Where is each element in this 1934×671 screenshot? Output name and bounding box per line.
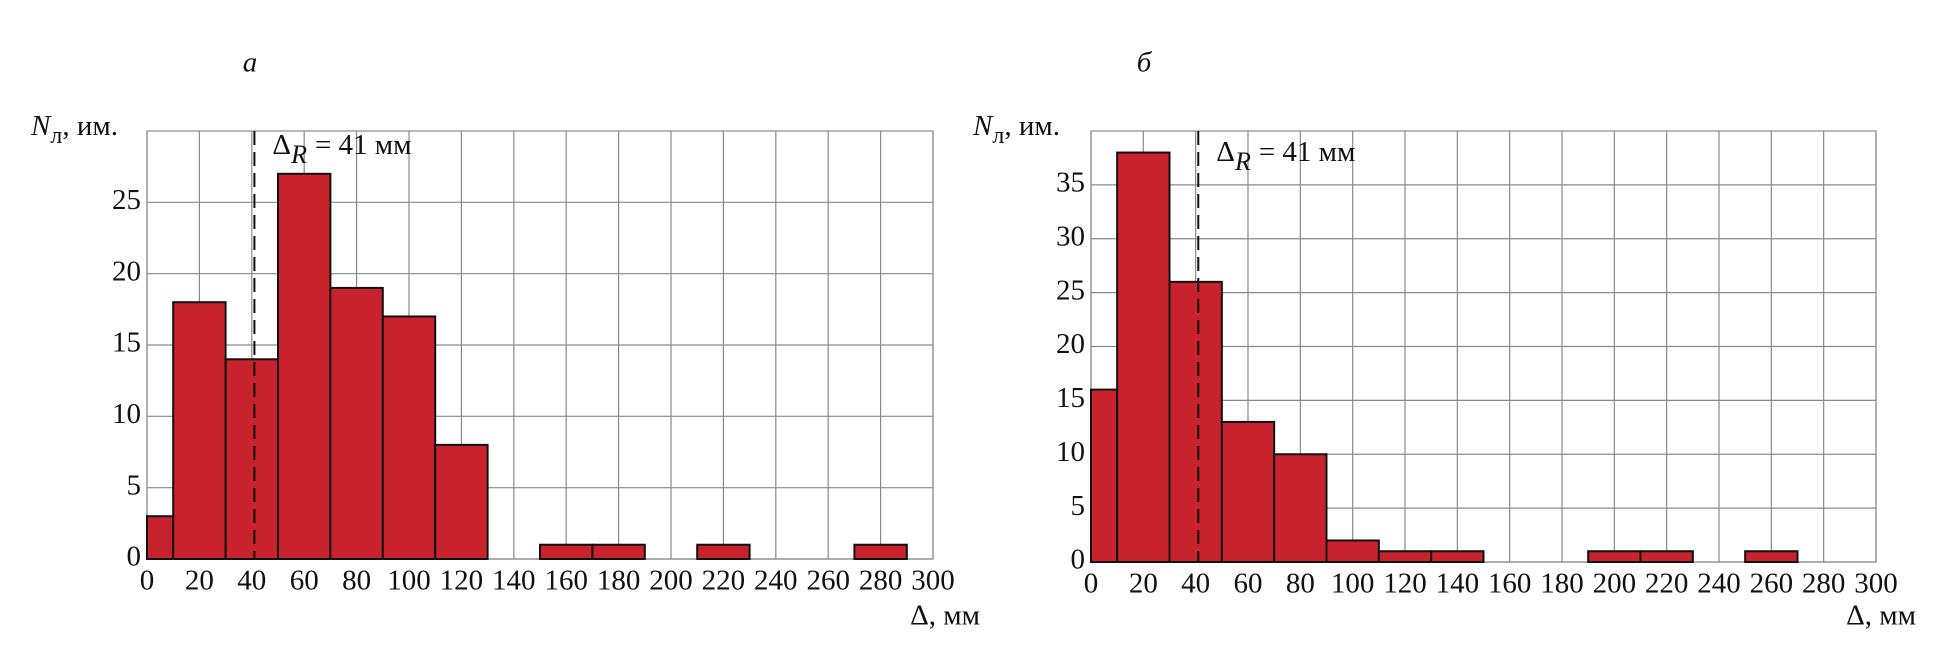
- x-tick-label: 260: [1750, 568, 1794, 600]
- x-tick-label: 40: [237, 565, 266, 597]
- y-tick-label: 5: [1071, 490, 1086, 522]
- y-tick-label: 15: [1056, 382, 1085, 414]
- y-tick-label: 25: [1056, 274, 1085, 306]
- x-tick-label: 280: [1802, 568, 1846, 600]
- annotation-text: = 41 мм: [315, 129, 412, 161]
- x-tick-label: 80: [1286, 568, 1315, 600]
- y-tick-label: 10: [112, 398, 141, 430]
- x-tick-label: 300: [1854, 568, 1898, 600]
- y-label-subscript: л: [992, 123, 1004, 149]
- x-tick-label: 120: [1383, 568, 1427, 600]
- x-tick-label: 240: [1697, 568, 1741, 600]
- x-tick-label: 180: [1540, 568, 1584, 600]
- y-tick-label: 10: [1056, 436, 1085, 468]
- y-tick-label: 0: [127, 541, 142, 573]
- x-tick-label: 240: [754, 565, 798, 597]
- y-label-symbol: N: [30, 110, 52, 142]
- x-tick-label: 80: [342, 565, 371, 597]
- annotation: ΔR = 41 мм: [1216, 136, 1355, 176]
- x-tick-label: 140: [492, 565, 536, 597]
- panel-label: б: [1137, 47, 1153, 79]
- bar: [146, 515, 175, 561]
- x-tick-label: 160: [1488, 568, 1532, 600]
- x-tick-label: 160: [544, 565, 588, 597]
- x-tick-label: 300: [911, 565, 955, 597]
- bar: [381, 315, 437, 561]
- y-tick-label: 20: [1056, 328, 1085, 360]
- annotation-subscript: R: [290, 140, 307, 169]
- annotation: ΔR = 41 мм: [272, 129, 411, 169]
- annotation-subscript: R: [1234, 147, 1251, 176]
- annotation-symbol: Δ: [1216, 136, 1235, 168]
- bar: [1273, 453, 1328, 563]
- x-tick-label: 200: [649, 565, 693, 597]
- y-label-text: , им.: [1004, 110, 1060, 142]
- y-tick-label: 35: [1056, 167, 1085, 199]
- panel-label: а: [243, 47, 258, 79]
- bar: [853, 543, 908, 561]
- x-tick-label: 200: [1593, 568, 1637, 600]
- y-label-subscript: л: [50, 123, 62, 149]
- bar: [1587, 550, 1642, 563]
- x-tick-label: 100: [387, 565, 431, 597]
- bar: [1168, 280, 1223, 563]
- bar: [277, 172, 332, 561]
- x-tick-label: 180: [597, 565, 641, 597]
- y-tick-label: 15: [112, 327, 141, 359]
- x-tick-label: 100: [1331, 568, 1375, 600]
- x-tick-label: 60: [1234, 568, 1263, 600]
- y-tick-label: 5: [127, 469, 142, 501]
- x-tick-label: 40: [1181, 568, 1210, 600]
- bar: [329, 286, 384, 560]
- bar: [1430, 550, 1485, 563]
- x-tick-label: 0: [140, 565, 155, 597]
- bar: [696, 543, 751, 561]
- x-tick-label: 0: [1084, 568, 1099, 600]
- bar: [224, 358, 280, 560]
- annotation-symbol: Δ: [272, 129, 291, 161]
- x-tick-label: 260: [806, 565, 850, 597]
- bar: [1325, 539, 1380, 564]
- x-tick-label: 120: [440, 565, 484, 597]
- y-tick-label: 20: [112, 255, 141, 287]
- y-label-text: , им.: [62, 110, 118, 142]
- bar: [591, 543, 646, 561]
- bar: [1090, 388, 1119, 563]
- y-tick-label: 0: [1071, 544, 1086, 576]
- bar: [539, 543, 594, 561]
- bar: [1377, 550, 1433, 563]
- bar: [1744, 550, 1799, 563]
- bar: [1220, 420, 1276, 563]
- annotation-text: = 41 мм: [1259, 136, 1356, 168]
- bar: [1639, 550, 1694, 563]
- x-tick-label: 60: [290, 565, 319, 597]
- x-tick-label: 140: [1436, 568, 1480, 600]
- y-label-symbol: N: [972, 110, 994, 142]
- x-tick-label: 220: [1645, 568, 1689, 600]
- y-axis-label: Nл, им.: [972, 110, 1060, 149]
- x-tick-label: 20: [1129, 568, 1158, 600]
- y-tick-label: 30: [1056, 220, 1085, 252]
- x-tick-label: 220: [702, 565, 746, 597]
- x-axis-label: Δ, мм: [1846, 600, 1916, 632]
- x-tick-label: 20: [185, 565, 214, 597]
- bar: [172, 301, 227, 560]
- x-axis-label: Δ, мм: [910, 600, 980, 632]
- y-tick-label: 25: [112, 184, 141, 216]
- bar: [1116, 151, 1171, 564]
- bar: [434, 443, 489, 560]
- y-axis-label: Nл, им.: [30, 110, 118, 149]
- x-tick-label: 280: [859, 565, 903, 597]
